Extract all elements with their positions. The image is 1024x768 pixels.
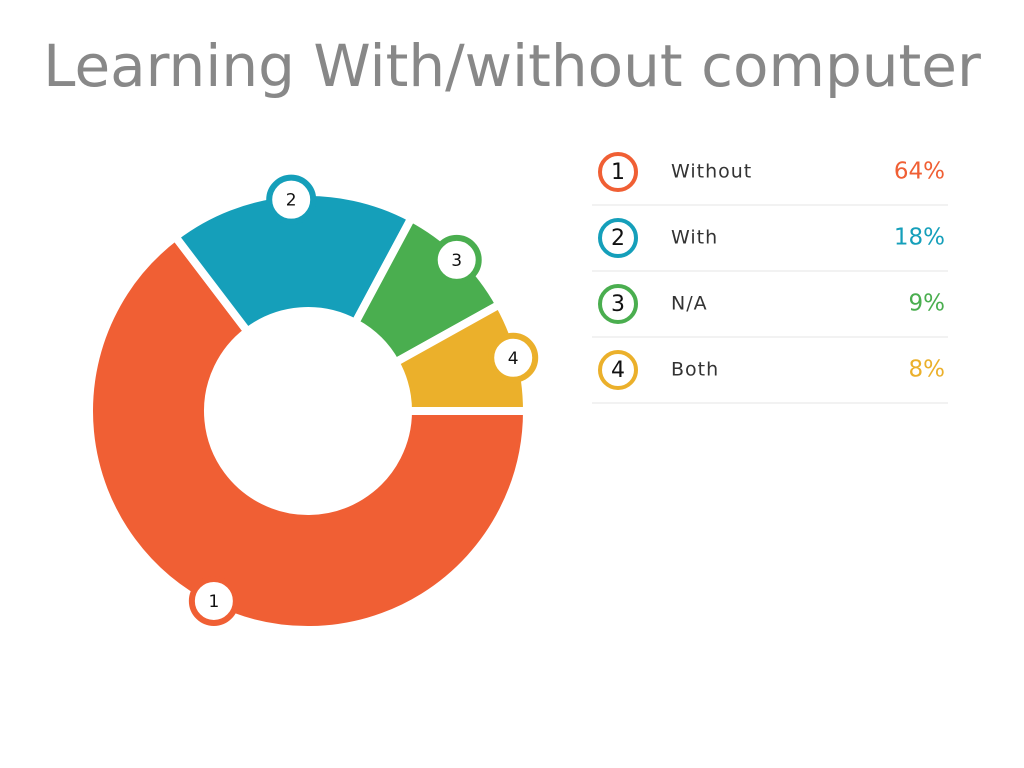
slice-badge-label: 2	[286, 191, 297, 211]
legend-badge-label: 2	[611, 226, 625, 251]
legend-badge	[598, 152, 638, 192]
legend-label: Without	[671, 161, 752, 183]
legend-value: 18%	[894, 225, 945, 251]
slice-badge	[431, 234, 482, 285]
legend-badge-label: 1	[611, 160, 625, 185]
slice-badge-label: 4	[508, 349, 519, 369]
donut-slice	[169, 188, 417, 338]
legend-label: Both	[671, 359, 719, 381]
chart-title: Learning With/without computer	[43, 32, 981, 100]
legend-label: N/A	[671, 293, 708, 315]
donut-slice	[85, 231, 532, 634]
legend-badge	[598, 284, 638, 324]
legend-value: 8%	[909, 357, 946, 383]
legend-badge	[598, 350, 638, 390]
legend-label: With	[671, 227, 718, 249]
legend-value: 9%	[909, 291, 946, 317]
slice-badge	[188, 575, 239, 626]
slice-badge	[266, 174, 317, 225]
slice-badge	[488, 332, 539, 383]
slice-badge-label: 1	[208, 592, 219, 612]
slice-badge-label: 3	[451, 251, 462, 271]
legend-badge-label: 3	[611, 292, 625, 317]
legend-badge-label: 4	[611, 358, 625, 383]
legend-badge	[598, 218, 638, 258]
legend-value: 64%	[894, 159, 945, 185]
